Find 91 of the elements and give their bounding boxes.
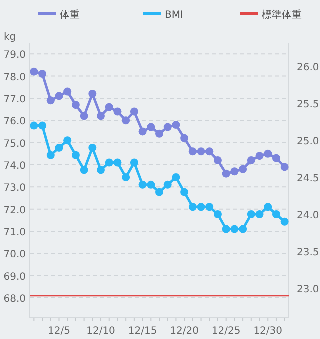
point [164,180,172,189]
x-tick-label: 12/30 [254,326,283,337]
point [72,151,80,160]
y-tick-label: 74.0 [4,160,26,172]
point [55,92,64,100]
point [105,103,114,112]
point [97,112,106,120]
point [114,108,122,116]
point [239,165,248,174]
point [30,68,38,76]
point [88,144,97,152]
point [180,134,189,142]
y-tick-label: 68.0 [4,294,26,306]
point [230,168,239,176]
point [147,123,156,132]
point [230,225,239,234]
y2-tick-label: 24.0 [297,210,320,222]
point [122,116,130,125]
y-tick-label: 72.0 [4,205,26,216]
point [164,123,172,132]
point [222,225,230,234]
point [114,158,122,167]
y-tick-label: 73.0 [4,183,26,194]
point [130,108,138,116]
legend-label: 体重 [60,9,80,21]
point [188,203,197,212]
point [64,88,72,96]
point [172,121,180,130]
point [256,210,264,219]
point [30,122,38,130]
point [222,170,230,178]
point [138,180,147,189]
point [64,136,72,145]
point [130,158,138,167]
point [80,112,88,120]
point [172,174,180,182]
x-tick-label: 12/10 [86,326,116,337]
x-tick-label: 12/15 [128,326,158,337]
point [147,180,156,189]
y-tick-label: 77.0 [4,94,26,106]
point [80,166,88,174]
point [105,158,114,167]
point [72,101,80,110]
point [280,218,289,226]
y2-tick-label: 25.0 [297,136,320,148]
point [138,128,147,136]
y2-tick-label: 26.0 [297,62,320,74]
point [38,70,47,78]
point [272,154,280,162]
y2-tick-label: 25.5 [297,100,320,111]
point [280,163,289,172]
point [180,188,189,196]
y2-tick-label: 23.0 [297,284,320,296]
y-tick-label: 76.0 [4,116,26,128]
point [206,148,214,156]
y2-tick-label: 23.5 [297,247,320,258]
y-axis-title: kg [4,32,16,43]
y-tick-label: 78.0 [4,72,26,84]
point [264,150,272,158]
point [88,90,97,98]
y-tick-label: 75.0 [4,138,26,150]
point [214,210,222,219]
y-tick-label: 70.0 [4,250,26,261]
point [122,174,130,182]
point [156,130,164,138]
point [156,188,164,196]
y-tick-label: 71.0 [4,228,26,239]
point [46,96,55,105]
point [55,144,64,152]
point [97,166,106,174]
y2-tick-label: 24.5 [297,174,320,185]
point [264,203,272,212]
y-tick-label: 69.0 [4,272,26,283]
point [247,210,256,219]
point [46,151,55,160]
point [256,152,264,160]
point [214,156,222,165]
x-tick-label: 12/5 [48,326,70,337]
point [197,148,206,156]
legend-label: 標準体重 [262,9,302,21]
point [38,122,47,130]
y-tick-label: 79.0 [4,50,26,62]
point [239,225,248,234]
point [197,203,206,212]
x-tick-label: 12/25 [212,326,241,337]
x-tick-label: 12/20 [170,326,199,337]
point [188,148,197,156]
point [247,156,256,165]
legend-label: BMI [165,10,184,21]
point [272,210,280,219]
point [206,203,214,212]
